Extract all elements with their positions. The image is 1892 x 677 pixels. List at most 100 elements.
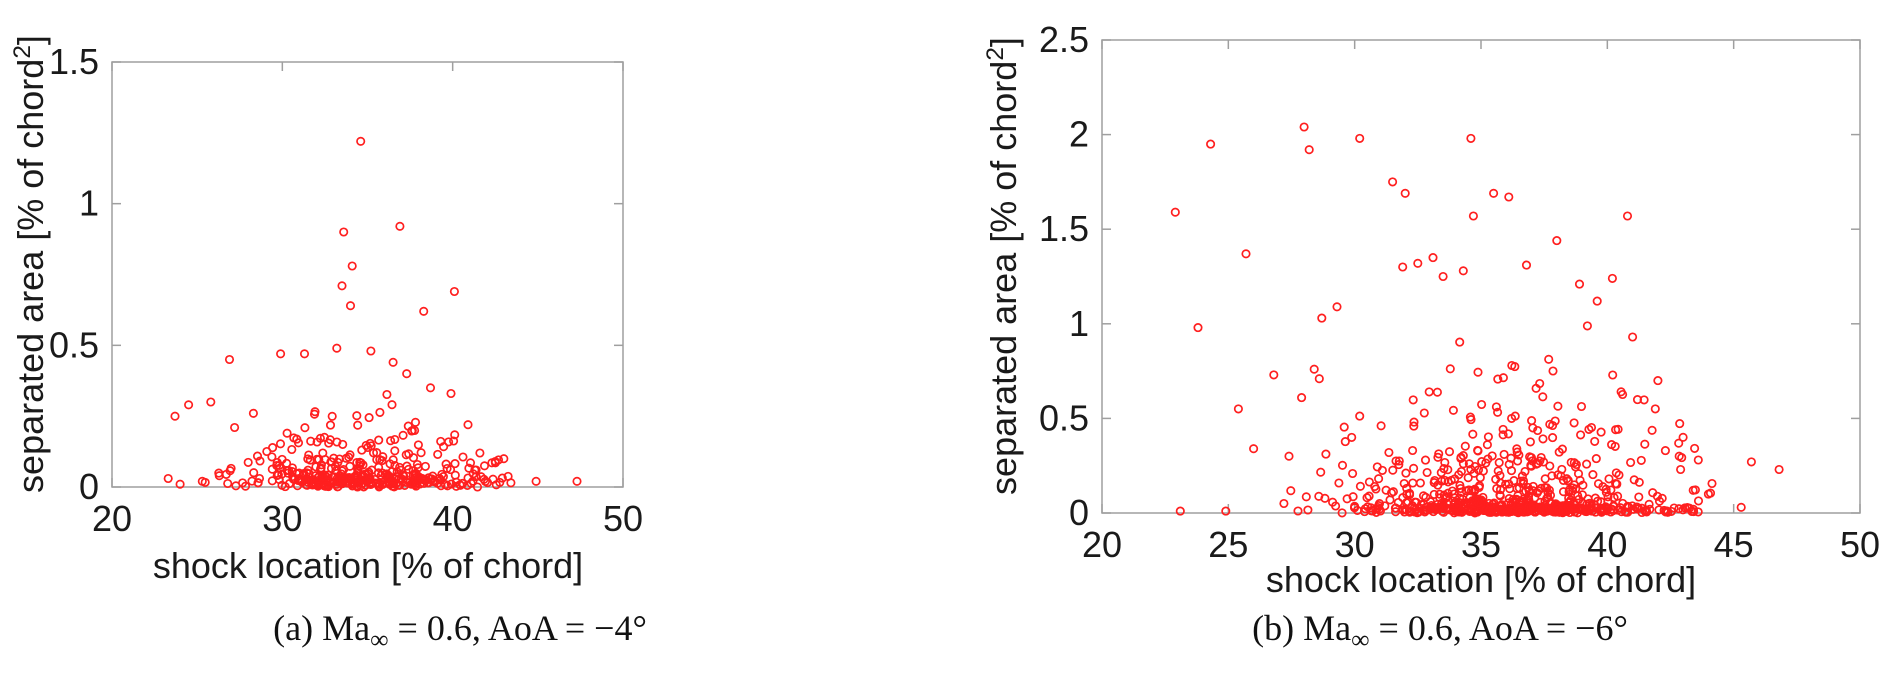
data-point	[1556, 471, 1566, 481]
data-point	[330, 461, 341, 471]
data-point	[1518, 479, 1528, 489]
x-tick-label: 20	[92, 498, 132, 539]
data-point	[254, 473, 265, 484]
data-point	[451, 481, 461, 491]
data-point	[1533, 458, 1543, 468]
data-point	[1498, 424, 1508, 434]
data-point	[1582, 321, 1592, 331]
data-point	[1592, 296, 1602, 306]
data-point	[1489, 188, 1499, 198]
data-point	[1576, 430, 1586, 440]
data-point	[1388, 177, 1398, 187]
caption-b-prefix: (b) Ma	[1252, 608, 1352, 648]
data-point	[1558, 506, 1568, 516]
data-point	[303, 477, 313, 487]
data-point	[341, 453, 351, 463]
data-point	[1604, 474, 1614, 484]
caption-a-prefix: (a) Ma	[273, 608, 371, 648]
data-point	[1533, 425, 1543, 436]
data-point	[408, 453, 419, 463]
y-tick-label: 0.5	[1039, 397, 1089, 438]
data-point	[1424, 387, 1434, 397]
data-point	[450, 459, 460, 469]
caption-a-infinity: ∞	[370, 625, 389, 655]
data-point	[1170, 207, 1180, 217]
data-point	[1364, 477, 1374, 487]
data-point	[1473, 367, 1483, 377]
data-point	[1618, 498, 1628, 508]
data-point	[338, 473, 348, 483]
data-point	[1652, 491, 1662, 501]
y-tick-label: 0.5	[49, 324, 99, 365]
data-point	[1460, 441, 1470, 451]
data-point	[387, 400, 397, 410]
data-point	[367, 465, 377, 475]
data-point	[1447, 486, 1457, 496]
data-point	[531, 476, 541, 486]
data-point	[1388, 465, 1398, 475]
data-point	[1553, 401, 1563, 411]
data-point	[1221, 506, 1231, 516]
data-point	[1468, 211, 1478, 221]
data-point	[1513, 508, 1523, 518]
data-point	[277, 469, 287, 479]
data-point	[1596, 427, 1606, 437]
data-point	[1533, 486, 1544, 496]
data-point	[1663, 507, 1673, 517]
data-point	[1507, 360, 1517, 371]
data-point	[1362, 493, 1372, 503]
data-point	[1377, 465, 1387, 475]
data-point	[1538, 392, 1548, 402]
data-point	[282, 428, 292, 438]
data-point	[206, 397, 216, 407]
y-tick-label: 2.5	[1039, 19, 1089, 60]
data-point	[1339, 422, 1349, 432]
data-point	[1705, 488, 1716, 498]
data-point	[375, 407, 385, 417]
data-point	[1591, 454, 1601, 464]
data-point	[1432, 387, 1442, 397]
data-point	[292, 469, 302, 479]
data-point	[319, 432, 329, 442]
data-point	[1531, 383, 1541, 393]
data-point	[1297, 393, 1307, 403]
data-point	[1677, 453, 1687, 463]
data-point	[364, 413, 374, 423]
data-point	[1408, 445, 1418, 456]
data-point	[303, 454, 313, 464]
data-point	[475, 448, 485, 458]
data-point	[344, 473, 354, 483]
data-point	[1588, 470, 1598, 480]
data-point	[1473, 445, 1483, 455]
x-tick-label: 50	[603, 498, 643, 539]
data-point	[407, 426, 417, 436]
data-point	[1653, 376, 1663, 386]
data-point	[472, 482, 483, 492]
data-point	[385, 459, 395, 469]
data-point	[1493, 466, 1503, 476]
data-point	[466, 478, 476, 488]
data-point	[1458, 266, 1468, 276]
data-point	[1498, 373, 1508, 383]
data-point	[1573, 508, 1583, 518]
data-point	[316, 460, 326, 470]
data-point	[1636, 455, 1646, 465]
data-point	[352, 482, 363, 492]
data-point	[390, 434, 400, 445]
data-point	[413, 440, 423, 450]
data-point	[1331, 501, 1341, 511]
data-point	[1350, 501, 1360, 511]
data-point	[1404, 506, 1414, 516]
data-point	[1550, 416, 1560, 426]
data-point	[1558, 475, 1568, 485]
data-point	[1391, 456, 1401, 466]
data-point	[1499, 504, 1509, 514]
data-point	[1398, 262, 1408, 272]
data-point	[230, 422, 240, 433]
data-point	[465, 458, 476, 468]
x-axis-title-b: shock location [% of chord]	[1266, 562, 1696, 598]
data-point	[1419, 408, 1429, 418]
data-point	[1629, 475, 1639, 485]
data-point	[1442, 492, 1452, 502]
data-point	[1582, 499, 1592, 509]
